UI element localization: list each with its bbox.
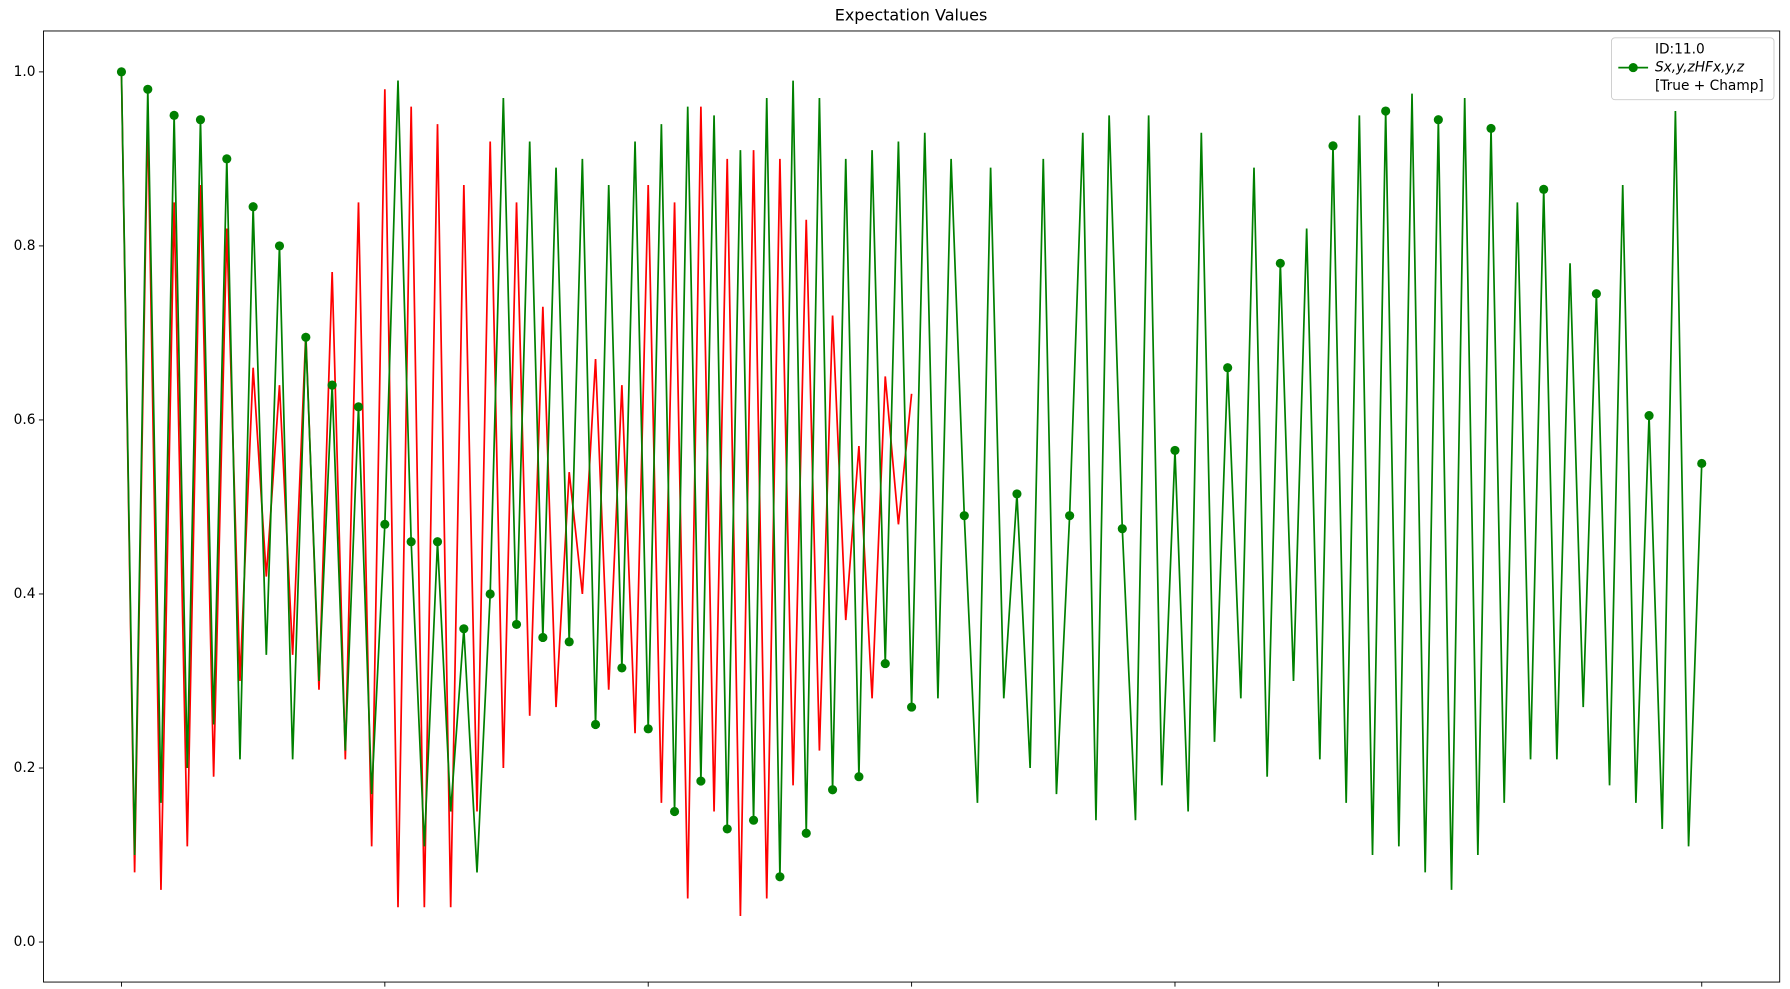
y-tick-label: 0.8 bbox=[14, 238, 36, 254]
series-marker bbox=[643, 724, 653, 734]
series-marker bbox=[327, 380, 337, 390]
series-marker bbox=[1591, 289, 1601, 299]
y-tick-label: 0.4 bbox=[14, 586, 36, 602]
series-marker bbox=[1170, 445, 1180, 455]
y-tick-label: 0.0 bbox=[14, 934, 36, 950]
y-tick-label: 1.0 bbox=[14, 64, 36, 80]
y-tick-label: 0.2 bbox=[14, 760, 36, 776]
legend-label: Sx,y,zHFx,y,z bbox=[1655, 60, 1745, 76]
series-marker bbox=[880, 659, 890, 669]
series-marker bbox=[1486, 123, 1496, 134]
series-marker bbox=[353, 402, 364, 412]
series-marker bbox=[169, 110, 179, 120]
series-marker bbox=[116, 67, 127, 77]
series-marker bbox=[274, 241, 285, 251]
series-marker bbox=[432, 537, 443, 547]
series-marker bbox=[696, 776, 706, 786]
legend-marker bbox=[1628, 63, 1638, 73]
series-marker bbox=[722, 824, 732, 834]
series-marker bbox=[1433, 115, 1443, 125]
series-marker bbox=[854, 772, 864, 782]
series-marker bbox=[564, 637, 574, 647]
series-marker bbox=[248, 202, 258, 212]
series-marker bbox=[1697, 458, 1707, 469]
series-marker bbox=[828, 785, 838, 795]
series-marker bbox=[801, 828, 811, 838]
series-marker bbox=[1539, 184, 1549, 194]
series-marker bbox=[1223, 363, 1233, 373]
legend-box bbox=[1611, 37, 1775, 101]
series-marker bbox=[1117, 524, 1127, 534]
series-marker bbox=[143, 84, 153, 94]
series-marker bbox=[775, 872, 785, 882]
series-marker bbox=[1065, 511, 1075, 521]
series-marker bbox=[617, 663, 627, 673]
plot-area bbox=[116, 67, 1707, 916]
series-line bbox=[120, 71, 913, 916]
series-marker bbox=[669, 806, 680, 817]
series-marker bbox=[1275, 258, 1285, 268]
series-marker bbox=[380, 519, 390, 529]
series-marker bbox=[1644, 411, 1654, 421]
series-marker bbox=[538, 632, 548, 643]
series-marker bbox=[1381, 106, 1391, 116]
series-marker bbox=[406, 537, 416, 547]
series-marker bbox=[511, 619, 522, 630]
legend-note: [True + Champ] bbox=[1655, 78, 1764, 94]
series-marker bbox=[590, 719, 601, 730]
series-marker bbox=[485, 589, 495, 599]
series-marker bbox=[1328, 141, 1338, 151]
series-marker bbox=[459, 624, 469, 634]
series-marker bbox=[748, 815, 759, 825]
legend-title: ID:11.0 bbox=[1655, 41, 1705, 57]
legend: ID:11.0 Sx,y,zHFx,y,z [True + Champ] bbox=[1611, 37, 1775, 101]
y-tick-label: 0.6 bbox=[14, 412, 36, 428]
chart-title: Expectation Values bbox=[835, 6, 988, 25]
series-marker bbox=[301, 332, 311, 342]
series-marker bbox=[1012, 489, 1022, 499]
series-marker bbox=[195, 115, 206, 125]
series-marker bbox=[222, 154, 232, 164]
series-marker bbox=[907, 702, 917, 712]
series-marker bbox=[959, 511, 969, 521]
